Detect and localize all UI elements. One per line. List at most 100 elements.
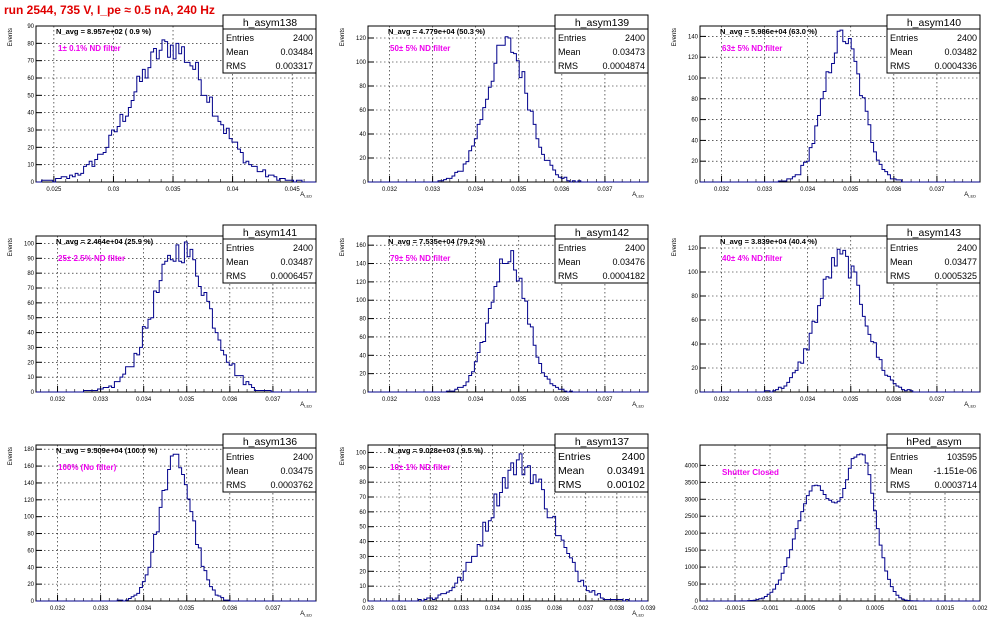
y-tick-label: 20	[691, 159, 698, 165]
x-tick-label: 0.033	[425, 187, 441, 193]
y-tick-label: 180	[24, 447, 35, 453]
x-axis-title: ALED	[300, 611, 312, 618]
y-tick-label: 160	[356, 243, 367, 249]
annotation-navg: N_avg = 3.839e+04 (40.4 %)	[720, 237, 818, 246]
x-tick-label: 0	[838, 606, 842, 612]
x-tick-label: 0.033	[757, 187, 773, 193]
x-axis-title: ALED	[632, 192, 644, 199]
histogram-line	[700, 248, 980, 393]
y-tick-label: 40	[691, 342, 698, 348]
y-tick-label: 80	[359, 317, 366, 323]
stat-label: RMS	[226, 61, 246, 71]
y-tick-label: 0	[695, 390, 699, 396]
plot-frame	[699, 235, 981, 393]
y-tick-label: 20	[359, 569, 366, 575]
y-axis-title: Events	[672, 238, 678, 256]
x-tick-label: 0.001	[902, 606, 918, 612]
stat-value: 0.0004182	[602, 271, 645, 281]
stat-label: RMS	[226, 480, 246, 490]
y-tick-label: 20	[27, 145, 34, 151]
stat-label: RMS	[558, 271, 578, 281]
stat-value: 0.0006457	[270, 271, 313, 281]
y-tick-label: 120	[356, 280, 367, 286]
annotation-filter: 79± 5% ND filter	[390, 254, 450, 263]
x-tick-label: 0.032	[423, 606, 439, 612]
y-tick-label: 80	[691, 294, 698, 300]
panel-h_asym136: 0.032 0.033 0.034 0.035 0.036 0.037 0 20 40 60 80 1…	[8, 433, 317, 618]
histogram-line	[368, 250, 648, 393]
stats-box	[554, 447, 649, 493]
histogram-title: h_asym138	[243, 17, 297, 29]
x-tick-label: -0.001	[761, 606, 779, 612]
x-tick-label: 0.03	[362, 606, 374, 612]
y-tick-label: 140	[356, 262, 367, 268]
stat-value: 0.0005325	[934, 271, 977, 281]
y-tick-label: 40	[27, 565, 34, 571]
histogram-title: h_asym140	[907, 17, 961, 29]
x-tick-label: 0.035	[166, 187, 182, 193]
y-tick-label: 40	[691, 138, 698, 144]
x-tick-label: 0.032	[714, 187, 730, 193]
x-tick-label: 0.037	[265, 397, 281, 403]
y-tick-label: 100	[356, 450, 367, 456]
stat-label: Mean	[890, 257, 913, 267]
x-tick-label: 0.034	[468, 187, 484, 193]
x-tick-label: 0.035	[179, 397, 195, 403]
run-title: run 2544, 735 V, I_pe ≈ 0.5 nA, 240 Hz	[4, 3, 215, 17]
y-tick-label: 100	[356, 60, 367, 66]
stat-value: 2400	[625, 243, 645, 253]
x-tick-label: 0.031	[392, 606, 408, 612]
x-tick-label: 0.032	[382, 187, 398, 193]
x-tick-label: 0.032	[382, 397, 398, 403]
stat-label: Mean	[890, 466, 913, 476]
histogram-title: hPed_asym	[906, 436, 962, 448]
x-tick-label: 0.033	[93, 606, 109, 612]
stat-label: Entries	[890, 243, 919, 253]
y-axis-title: Events	[672, 28, 678, 46]
stat-value: 0.03476	[612, 257, 645, 267]
y-tick-label: 10	[27, 163, 34, 169]
annotation-filter: Shutter Closed	[722, 468, 779, 477]
stat-value: 0.03473	[612, 47, 645, 57]
x-axis-title: ALED	[964, 402, 976, 409]
panel-h_asym141: 0.032 0.033 0.034 0.035 0.036 0.037 0 10 20 30 40 5…	[8, 224, 317, 409]
stat-label: Mean	[226, 466, 249, 476]
stat-value: 0.0003762	[270, 480, 313, 490]
y-tick-label: 120	[356, 36, 367, 42]
stat-label: Mean	[558, 257, 581, 267]
x-tick-label: 0.037	[265, 606, 281, 612]
stat-value: 2400	[293, 243, 313, 253]
y-tick-label: 0	[695, 599, 699, 605]
x-tick-label: 0.03	[108, 187, 120, 193]
x-tick-label: 0.035	[179, 606, 195, 612]
stat-label: Entries	[226, 452, 255, 462]
x-tick-label: 0.036	[222, 397, 238, 403]
plot-frame	[367, 25, 649, 183]
y-tick-label: 30	[27, 128, 34, 134]
stat-label: Entries	[226, 33, 255, 43]
stat-value: 0.03477	[944, 257, 977, 267]
panel-h_asym143: 0.032 0.033 0.034 0.035 0.036 0.037 0 20 40 60 80 1…	[672, 224, 981, 409]
histogram-line	[36, 453, 316, 602]
y-tick-label: 80	[691, 97, 698, 103]
y-tick-label: 500	[688, 582, 699, 588]
histogram-title: h_asym141	[243, 227, 297, 239]
histogram-title: h_asym137	[575, 436, 629, 448]
x-tick-label: 0.035	[511, 397, 527, 403]
histogram-line	[36, 241, 316, 393]
stats-box	[222, 447, 317, 493]
stat-value: 2400	[293, 452, 313, 462]
y-tick-label: 0	[31, 390, 35, 396]
stat-value: 0.003317	[275, 61, 313, 71]
y-tick-label: 60	[27, 301, 34, 307]
stat-value: 2400	[625, 33, 645, 43]
x-tick-label: 0.034	[485, 606, 501, 612]
x-tick-label: 0.036	[547, 606, 563, 612]
y-tick-label: 60	[359, 108, 366, 114]
y-tick-label: 80	[27, 532, 34, 538]
y-tick-label: 1000	[685, 565, 699, 571]
x-axis-title: ALED	[300, 402, 312, 409]
y-tick-label: 120	[688, 55, 699, 61]
histogram-line	[36, 39, 316, 183]
